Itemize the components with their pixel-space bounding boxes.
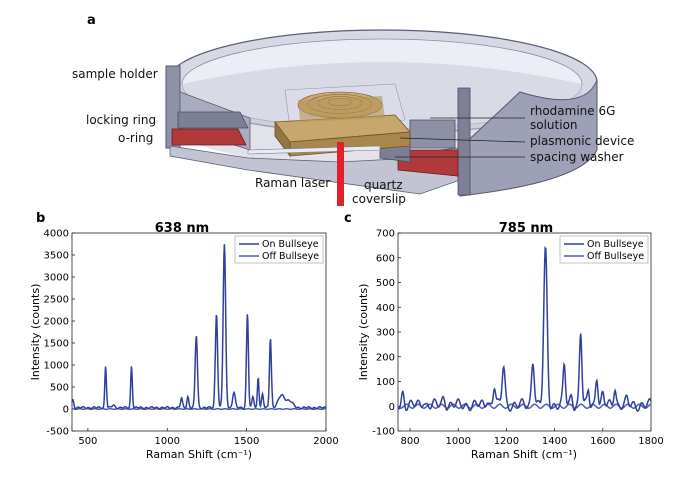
- chart-b-ylabel: Intensity (counts): [29, 284, 42, 381]
- panel-letter-a: a: [87, 13, 96, 28]
- chart-b-ytick-label: 500: [50, 383, 69, 394]
- chart-c-xlabel: Raman Shift (cm⁻¹): [471, 448, 577, 461]
- chart-b-ticks: 500 1000 1500 2000 -500 0 500 1000 1500 2000 2500 3…: [44, 229, 339, 448]
- chart-c-xtick-label: 1000: [446, 436, 471, 447]
- chart-c-ytick-label: 700: [376, 229, 395, 240]
- label-quartz-2: coverslip: [352, 192, 406, 206]
- chart-b-legend-on: On Bullseye: [262, 239, 319, 250]
- chart-b-ytick-label: 2500: [44, 295, 69, 306]
- chart-b-legend: On Bullseye Off Bullseye: [234, 235, 324, 264]
- chart-c-ticks: 800 1000 1200 1400 1600 1800 -100 0 100 200 300 400…: [372, 229, 663, 448]
- chart-b-legend-off: Off Bullseye: [262, 251, 319, 262]
- label-raman-laser: Raman laser: [255, 176, 330, 190]
- chart-b-ytick-label: 3500: [44, 251, 69, 262]
- panel-a-diagram: a: [72, 13, 634, 206]
- chart-b-series-on-bullseye: [71, 244, 327, 410]
- label-rhodamine-2: solution: [530, 118, 578, 132]
- chart-c-xtick-label: 1800: [638, 436, 663, 447]
- chart-c-ytick-label: 100: [376, 377, 395, 388]
- chart-b-ytick-label: 1000: [44, 361, 69, 372]
- chart-c-ytick-label: -100: [372, 427, 395, 438]
- panel-letter-c: c: [344, 211, 352, 226]
- chart-b-lines: [71, 244, 327, 411]
- chart-c-title: 785 nm: [499, 221, 553, 236]
- chart-b-ytick-label: -500: [46, 427, 69, 438]
- chart-b-ytick-label: 4000: [44, 229, 69, 240]
- chart-b-ytick-label: 0: [63, 405, 69, 416]
- chart-c-ytick-label: 600: [376, 253, 395, 264]
- chart-c-ylabel: Intensity (counts): [357, 284, 370, 381]
- chart-c-ytick-label: 500: [376, 278, 395, 289]
- chart-c-lines: [397, 246, 652, 412]
- chart-b-xtick-label: 1500: [234, 436, 259, 447]
- chart-b-ytick-label: 2000: [44, 317, 69, 328]
- chart-c-ytick-label: 200: [376, 352, 395, 363]
- chart-c-legend-off: Off Bullseye: [587, 251, 644, 262]
- chart-c-plot-area: [397, 232, 652, 432]
- chart-b-ytick-label: 3000: [44, 273, 69, 284]
- chart-b-xtick-label: 1000: [155, 436, 180, 447]
- panel-b: b 638 nm 500 1000 1500 2000 -500 0 500 1000 1500…: [29, 211, 339, 461]
- chart-c-ytick-label: 0: [389, 402, 395, 413]
- chart-c-xtick-label: 1400: [542, 436, 567, 447]
- leader-lines: [395, 117, 526, 158]
- chart-b-xtick-label: 2000: [313, 436, 338, 447]
- label-sample-holder: sample holder: [72, 67, 158, 81]
- chart-c-ytick-label: 400: [376, 303, 395, 314]
- chart-b-xlabel: Raman Shift (cm⁻¹): [146, 448, 252, 461]
- chart-c-legend-on: On Bullseye: [587, 239, 644, 250]
- chart-b-ytick-label: 1500: [44, 339, 69, 350]
- panel-c: c 785 nm 800 1000 1200 1400 1600 1800 -100 0 100…: [344, 211, 664, 461]
- label-locking-ring: locking ring: [86, 113, 156, 127]
- label-spacing-washer: spacing washer: [530, 150, 624, 164]
- label-rhodamine-1: rhodamine 6G: [530, 104, 615, 118]
- chart-c-ytick-label: 300: [376, 328, 395, 339]
- chart-c-series-on-bullseye: [397, 246, 652, 412]
- sample-holder-illustration: [165, 29, 598, 206]
- chart-b-title: 638 nm: [155, 221, 209, 236]
- raman-laser-beam: [337, 142, 344, 206]
- label-o-ring: o-ring: [118, 131, 153, 145]
- chart-b-series-off-bullseye: [72, 407, 327, 411]
- label-plasmonic-device: plasmonic device: [530, 134, 634, 148]
- chart-c-xtick-label: 1600: [590, 436, 615, 447]
- chart-c-xtick-label: 800: [401, 436, 420, 447]
- chart-c-xtick-label: 1200: [494, 436, 519, 447]
- panel-letter-b: b: [36, 211, 45, 226]
- chart-b-xtick-label: 500: [78, 436, 97, 447]
- chart-c-legend: On Bullseye Off Bullseye: [559, 235, 649, 264]
- label-quartz-1: quartz: [364, 178, 403, 192]
